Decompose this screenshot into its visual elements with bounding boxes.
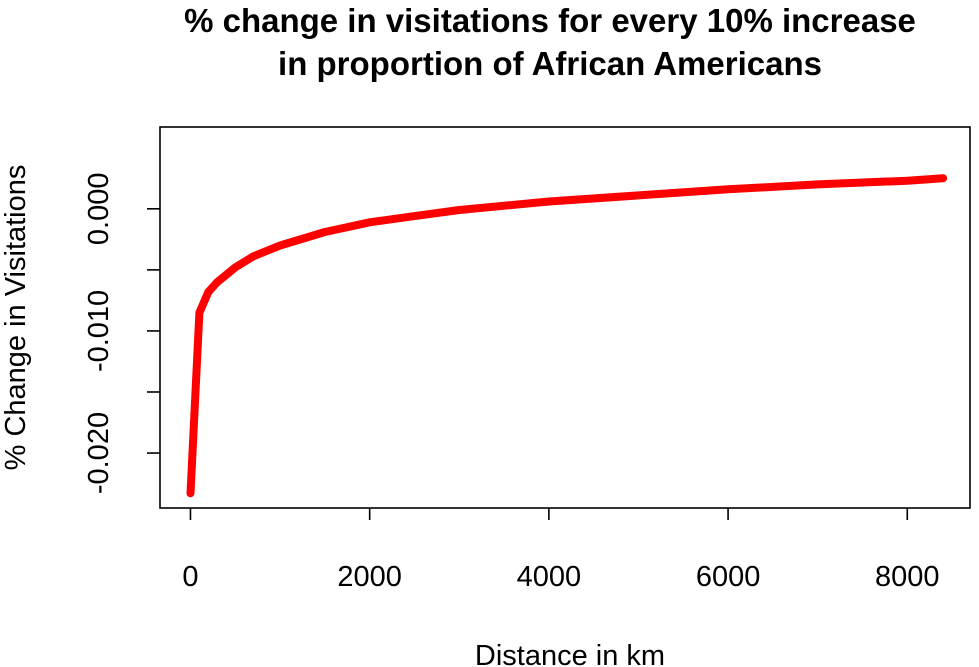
- x-tick-label: 8000: [875, 561, 940, 593]
- series-layer: [186, 174, 948, 498]
- y-tick-label: 0.000: [83, 173, 115, 246]
- chart-title-line-1: % change in visitations for every 10% in…: [184, 2, 916, 39]
- y-axis: -0.020 -0.010 0.000: [83, 173, 160, 494]
- y-tick-label: -0.010: [83, 290, 115, 372]
- x-tick-label: 2000: [337, 561, 402, 593]
- y-axis-title: % Change in Visitations: [0, 165, 32, 471]
- x-axis-title: Distance in km: [475, 640, 665, 667]
- x-tick-label: 0: [182, 561, 198, 593]
- series-line: [186, 174, 948, 498]
- chart-title-line-2: in proportion of African Americans: [278, 45, 822, 82]
- x-tick-label: 6000: [696, 561, 761, 593]
- x-axis: 0 2000 4000 6000 8000: [182, 508, 940, 593]
- plot-frame: [159, 126, 971, 509]
- y-tick-label: -0.020: [83, 412, 115, 494]
- x-tick-label: 4000: [517, 561, 582, 593]
